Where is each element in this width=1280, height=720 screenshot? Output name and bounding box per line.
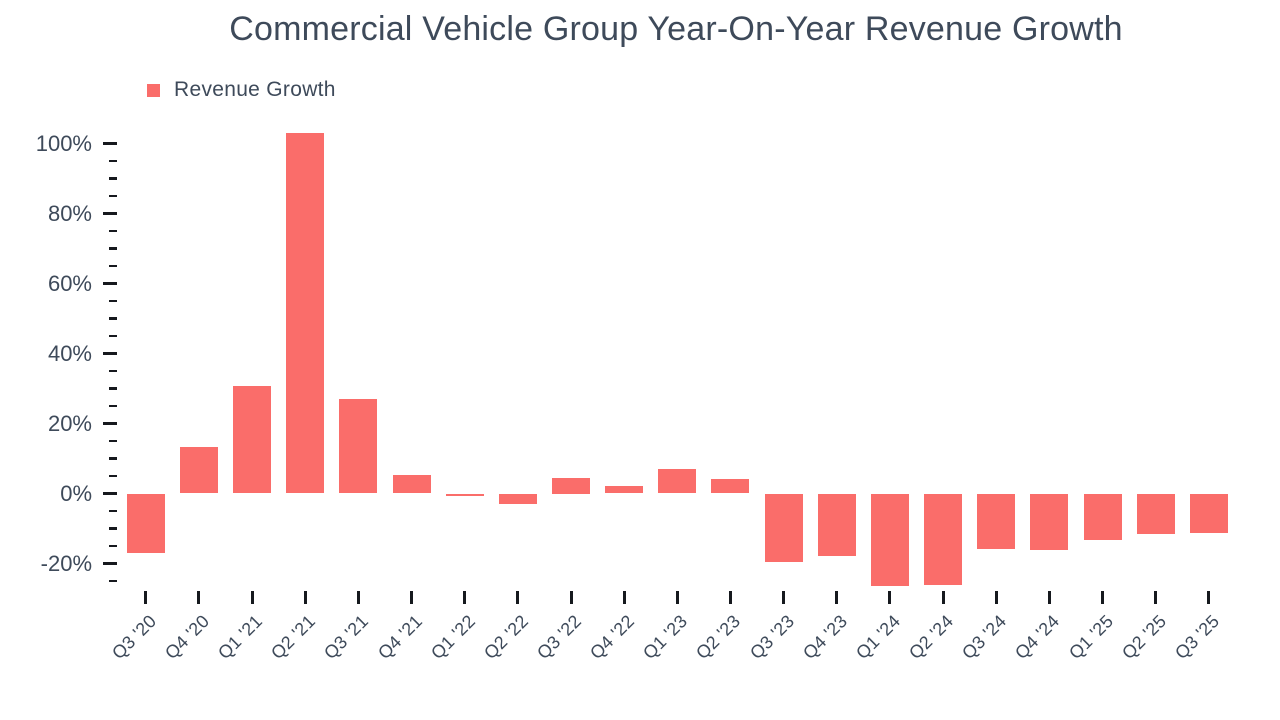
y-axis-label: 60% [47,270,92,296]
x-axis-tick [1047,591,1051,604]
revenue-growth-bar [179,446,218,494]
x-axis-tick [675,591,679,604]
revenue-growth-bar [339,398,378,494]
y-axis-minor-tick [109,544,117,548]
revenue-growth-bar [711,479,750,494]
x-axis-tick [197,591,201,604]
x-axis-tick [250,591,254,604]
y-axis-minor-tick [109,299,117,303]
revenue-growth-bar [126,494,165,553]
y-axis-minor-tick [109,229,117,233]
legend-marker-icon [147,83,160,97]
revenue-growth-bar [233,386,272,494]
revenue-growth-bar [977,494,1016,549]
revenue-growth-bar [870,494,909,586]
y-axis-minor-tick [109,194,117,198]
revenue-growth-bar [1189,494,1228,534]
revenue-growth-bar [286,133,325,494]
revenue-growth-bar [924,494,963,586]
x-axis-tick [622,591,626,604]
revenue-growth-bar [445,494,484,496]
y-axis-label: 80% [47,200,92,226]
y-axis-minor-tick [109,317,117,320]
x-axis-tick [888,591,892,604]
y-axis-minor-tick [109,334,117,338]
x-axis-tick [1154,591,1158,604]
x-axis-tick [463,591,467,604]
revenue-growth-bar [1083,494,1122,541]
x-axis-tick [1101,591,1104,604]
x-axis-tick [994,591,998,604]
x-axis-tick [1207,591,1211,604]
y-axis-major-tick [103,422,117,425]
y-axis-major-tick [103,352,117,355]
y-axis-major-tick [103,142,117,145]
y-axis-minor-tick [109,474,117,478]
x-axis-tick [782,591,786,604]
y-axis-major-tick [103,212,117,215]
x-axis-tick [144,591,148,604]
y-axis-label: 20% [47,410,92,436]
revenue-growth-bar [817,494,856,556]
y-axis-major-tick [103,282,117,285]
y-axis-minor-tick [109,439,117,443]
revenue-growth-bar [1030,494,1069,551]
x-axis-tick [728,591,732,604]
x-axis-tick [303,591,307,604]
legend-label: Revenue Growth [174,78,336,101]
y-axis-minor-tick [109,404,117,408]
y-axis-minor-tick [109,579,117,583]
y-axis-minor-tick [109,247,117,250]
y-axis-minor-tick [109,527,117,530]
revenue-growth-bar [764,494,803,562]
y-axis-label: 100% [35,130,92,156]
y-axis-label: 0% [60,480,92,506]
x-axis-tick [569,591,573,604]
y-axis-label: -20% [40,550,92,576]
revenue-growth-bar [658,469,697,494]
x-axis-tick [516,591,520,604]
y-axis-minor-tick [109,457,117,460]
y-axis-minor-tick [109,509,117,513]
revenue-growth-bar [605,485,644,494]
y-axis-minor-tick [109,177,117,180]
chart-title: Commercial Vehicle Group Year-On-Year Re… [229,10,1123,48]
revenue-growth-bar [552,477,590,494]
revenue-growth-bar [1136,494,1175,535]
y-axis-minor-tick [109,264,117,268]
x-axis-tick [835,591,839,604]
revenue-growth-bar [498,494,537,504]
y-axis-major-tick [103,492,117,495]
legend: Revenue Growth [147,78,336,101]
y-axis-minor-tick [109,369,117,373]
y-axis-minor-tick [109,159,117,163]
y-axis-major-tick [103,562,117,565]
x-axis-tick [356,591,360,604]
y-axis-minor-tick [109,387,117,390]
x-axis-tick [941,591,945,604]
x-axis-tick [410,591,414,604]
revenue-growth-bar [392,474,431,494]
y-axis-label: 40% [47,340,92,366]
